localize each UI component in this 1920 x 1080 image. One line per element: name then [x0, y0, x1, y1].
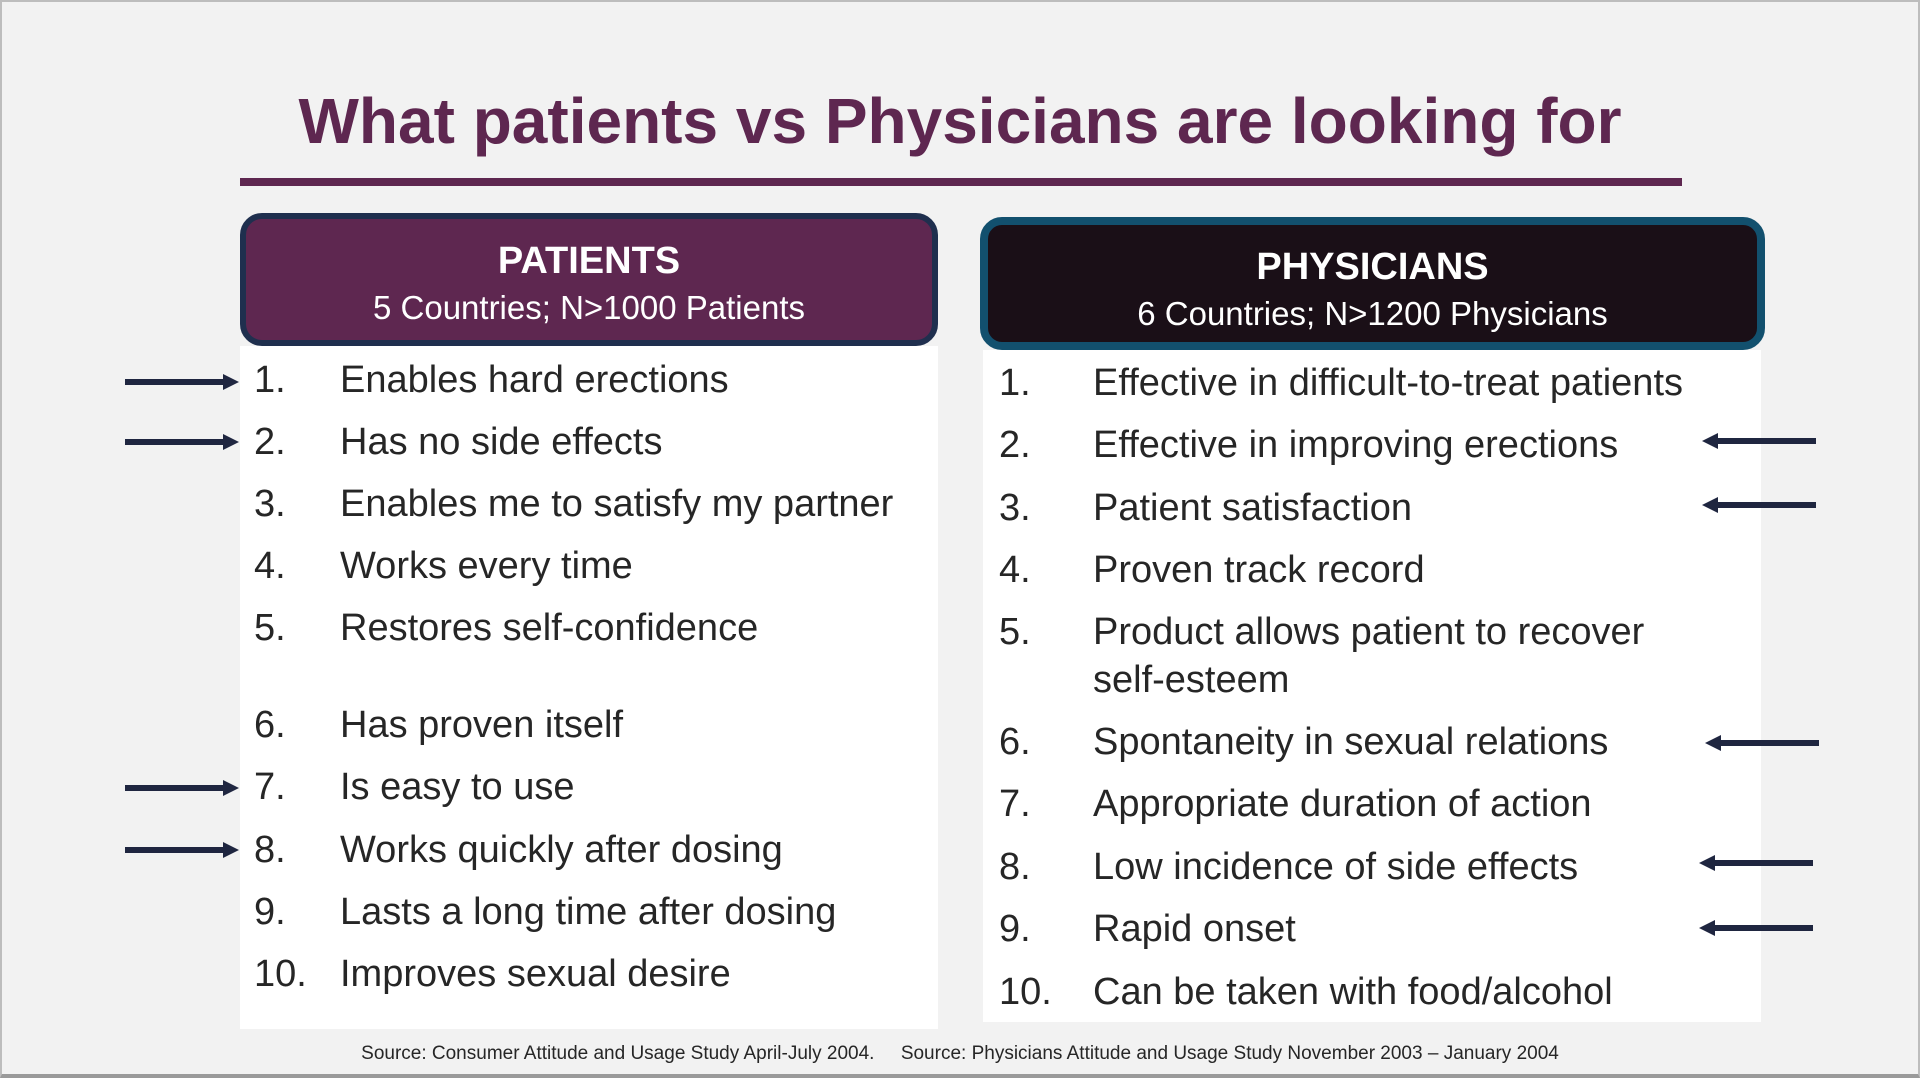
item-number: 4.	[254, 545, 286, 587]
patients-header-subtitle: 5 Countries; N>1000 Patients	[372, 289, 805, 326]
item-text: Proven track record	[1093, 549, 1425, 591]
patients-header-title: PATIENTS	[497, 240, 681, 282]
item-number: 3.	[999, 487, 1031, 529]
item-text: Lasts a long time after dosing	[340, 891, 837, 933]
physicians-header-title: PHYSICIANS	[1256, 246, 1489, 288]
item-number: 7.	[999, 783, 1031, 825]
item-text: Is easy to use	[340, 766, 575, 808]
patients-header: PATIENTS 5 Countries; N>1000 Patients	[240, 213, 938, 346]
physicians-header-subtitle: 6 Countries; N>1200 Physicians	[1137, 295, 1608, 332]
arrow-left-icon	[1702, 433, 1816, 449]
item-number: 4.	[999, 549, 1031, 591]
item-text: Effective in difficult-to-treat patients	[1093, 362, 1684, 404]
item-text: Low incidence of side effects	[1093, 846, 1579, 888]
item-text: Spontaneity in sexual relations	[1093, 721, 1609, 763]
item-number: 5.	[254, 607, 286, 649]
item-number: 2.	[999, 424, 1031, 466]
physicians-panel	[983, 350, 1761, 1022]
item-text: Has no side effects	[340, 421, 663, 463]
patients-panel	[240, 346, 938, 1029]
item-number: 3.	[254, 483, 286, 525]
arrow-left-icon	[1705, 735, 1819, 751]
arrow-left-icon	[1699, 855, 1813, 871]
item-number: 1.	[999, 362, 1031, 404]
arrow-left-icon	[1702, 497, 1816, 513]
item-text: Appropriate duration of action	[1093, 783, 1592, 825]
source-citation: Source: Consumer Attitude and Usage Stud…	[361, 1043, 1559, 1064]
arrow-right-icon	[125, 434, 239, 450]
item-number: 6.	[999, 721, 1031, 763]
item-text: Product allows patient to recover self-e…	[1093, 611, 1645, 701]
arrow-right-icon	[125, 374, 239, 390]
item-number: 1.	[254, 359, 286, 401]
item-number: 6.	[254, 704, 286, 746]
item-number: 7.	[254, 766, 286, 808]
item-text: Works quickly after dosing	[340, 829, 783, 871]
item-text: Improves sexual desire	[340, 953, 731, 995]
item-text: Enables me to satisfy my partner	[340, 483, 894, 525]
item-number: 8.	[254, 829, 286, 871]
item-text: Restores self-confidence	[340, 607, 759, 649]
item-number: 5.	[999, 611, 1031, 653]
arrow-left-icon	[1699, 920, 1813, 936]
item-number: 9.	[254, 891, 286, 933]
item-text: Can be taken with food/alcohol	[1093, 971, 1613, 1013]
item-text: Works every time	[340, 545, 633, 587]
arrow-right-icon	[125, 842, 239, 858]
arrow-right-icon	[125, 780, 239, 796]
slide-title: What patients vs Physicians are looking …	[298, 85, 1622, 157]
item-number: 10.	[999, 971, 1052, 1013]
item-text: Has proven itself	[340, 704, 624, 746]
item-number: 10.	[254, 953, 307, 995]
item-number: 9.	[999, 908, 1031, 950]
title-underline	[240, 178, 1682, 186]
item-text: Effective in improving erections	[1093, 424, 1619, 466]
item-text: Rapid onset	[1093, 908, 1296, 950]
item-text: Patient satisfaction	[1093, 487, 1412, 529]
item-number: 2.	[254, 421, 286, 463]
item-text: Enables hard erections	[340, 359, 729, 401]
physicians-header: PHYSICIANS 6 Countries; N>1200 Physician…	[980, 217, 1765, 350]
item-number: 8.	[999, 846, 1031, 888]
